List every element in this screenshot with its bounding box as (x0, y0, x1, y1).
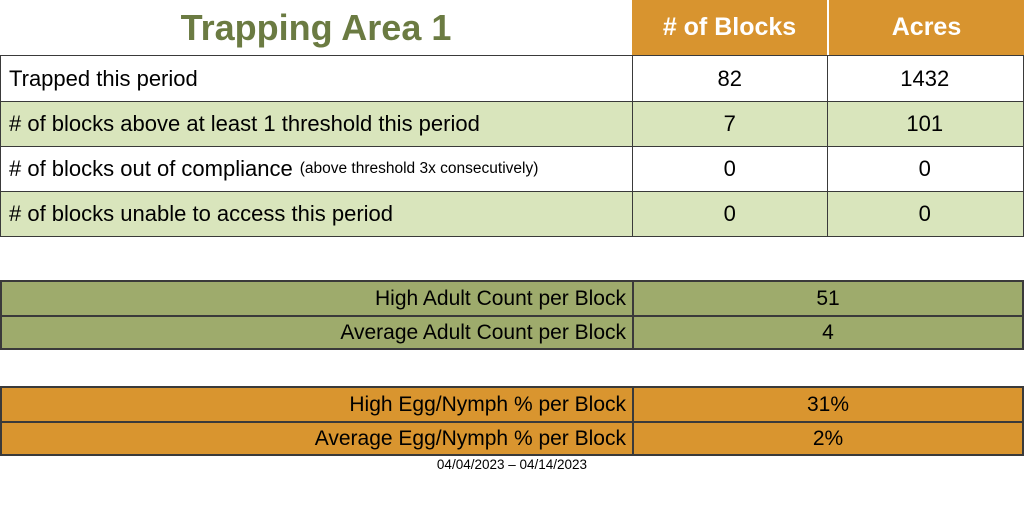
acres-value: 1432 (826, 56, 1023, 101)
blocks-value: 7 (632, 102, 827, 146)
page-title: Trapping Area 1 (180, 6, 452, 48)
row-label-text: # of blocks unable to access this period (9, 201, 394, 226)
blocks-value: 0 (632, 192, 827, 236)
acres-value: 101 (826, 102, 1023, 146)
row-label: # of blocks unable to access this period (1, 192, 632, 236)
row-label: # of blocks out of compliance (above thr… (1, 147, 632, 191)
column-header-blocks: # of Blocks (632, 0, 827, 55)
row-value: 4 (632, 317, 1022, 348)
egg-nymph-table: High Egg/Nymph % per Block 31% Average E… (0, 386, 1024, 456)
table-row-unable-to-access: # of blocks unable to access this period… (1, 191, 1023, 236)
row-value: 2% (632, 423, 1022, 454)
main-table: Trapping Area 1 # of Blocks Acres Trappe… (0, 0, 1024, 237)
row-label: Trapped this period (1, 56, 632, 101)
row-label-text: # of blocks out of compliance (9, 156, 293, 181)
acres-value: 0 (826, 147, 1023, 191)
table-row-average-adult-count: Average Adult Count per Block 4 (2, 315, 1022, 348)
table-row-average-egg-nymph: Average Egg/Nymph % per Block 2% (2, 421, 1022, 454)
blocks-value: 82 (632, 56, 827, 101)
row-value: 51 (632, 282, 1022, 315)
row-label: Average Egg/Nymph % per Block (314, 426, 626, 450)
acres-value: 0 (826, 192, 1023, 236)
table-row-trapped: Trapped this period 82 1432 (1, 56, 1023, 101)
table-row-high-egg-nymph: High Egg/Nymph % per Block 31% (2, 388, 1022, 421)
row-label: High Egg/Nymph % per Block (349, 392, 626, 416)
table-row-high-adult-count: High Adult Count per Block 51 (2, 282, 1022, 315)
blocks-value: 0 (632, 147, 827, 191)
main-table-body: Trapped this period 82 1432 # of blocks … (0, 55, 1024, 237)
row-label-text: # of blocks above at least 1 threshold t… (9, 111, 480, 136)
table-row-out-of-compliance: # of blocks out of compliance (above thr… (1, 146, 1023, 191)
table-row-above-threshold: # of blocks above at least 1 threshold t… (1, 101, 1023, 146)
row-label: # of blocks above at least 1 threshold t… (1, 102, 632, 146)
row-value: 31% (632, 388, 1022, 421)
row-label: Average Adult Count per Block (340, 320, 626, 344)
row-label-note: (above threshold 3x consecutively) (299, 160, 539, 177)
main-table-header: Trapping Area 1 # of Blocks Acres (0, 0, 1024, 55)
date-range-caption: 04/04/2023 – 04/14/2023 (436, 457, 588, 472)
adult-count-table: High Adult Count per Block 51 Average Ad… (0, 280, 1024, 350)
column-header-acres: Acres (827, 0, 1024, 55)
row-label-text: Trapped this period (9, 65, 198, 91)
row-label: High Adult Count per Block (375, 286, 626, 310)
